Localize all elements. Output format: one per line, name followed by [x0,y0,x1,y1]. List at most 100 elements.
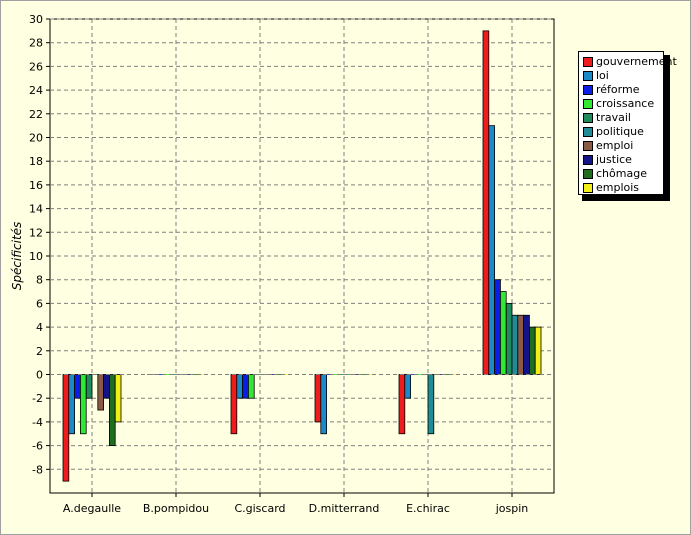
legend-item: travail [583,111,663,125]
bar [277,374,284,375]
bar [193,374,200,375]
y-tick-label: 24 [29,84,43,97]
y-tick-label: 6 [36,297,43,310]
bar [320,374,327,435]
bar [236,374,244,399]
y-tick-label: 16 [29,179,43,192]
bar [114,374,122,423]
y-tick-label: 4 [36,321,43,334]
bar [398,374,406,435]
bar [482,30,490,375]
legend-swatch [583,141,593,151]
x-tick-label: D.mitterrand [309,502,380,515]
bar [410,374,417,375]
y-tick-label: 0 [36,369,43,382]
legend: gouvernement loi réforme croissance travail p… [578,51,677,195]
x-tick-label: E.chirac [406,502,450,515]
bar [361,374,368,375]
legend-label: chômage [596,167,647,180]
legend-item: réforme [583,83,663,97]
x-tick-label: A.degaulle [63,502,121,515]
legend-item: chômage [583,167,663,181]
bar [326,374,333,375]
legend-swatch [583,71,593,81]
y-tick-label: -4 [32,416,43,429]
legend-item: politique [583,125,663,139]
legend-swatch [583,155,593,165]
bar [109,374,116,446]
bar [488,125,495,375]
bar [103,374,110,399]
legend-label: justice [596,153,632,166]
legend-label: emplois [596,181,640,194]
legend-item: croissance [583,97,663,111]
legend-item: justice [583,153,663,167]
y-axis-label: Spécificités [10,222,24,291]
bar [254,374,260,375]
bar [80,374,87,435]
y-tick-label: 14 [29,203,43,216]
bar [505,302,513,375]
bar [332,374,339,375]
bar [499,291,507,375]
bar [511,314,519,375]
bar [62,374,70,482]
bar [404,374,411,399]
bar [158,374,165,375]
y-tick-label: 22 [29,108,43,121]
legend-swatch [583,57,593,67]
legend-label: gouvernement [596,55,677,68]
y-tick-label: 8 [36,274,43,287]
bar [242,374,249,399]
bar [68,374,76,435]
y-tick-label: 12 [29,226,43,239]
bar [534,326,542,375]
bar [199,374,205,375]
bar [451,374,457,375]
legend-swatch [583,127,593,137]
legend-item: emploi [583,139,663,153]
bar [445,374,452,375]
y-tick-label: 20 [29,132,43,145]
legend-swatch [583,183,593,193]
legend-item: emplois [583,181,663,195]
bar [247,374,255,399]
bar [283,374,289,375]
bar [338,374,344,375]
y-tick-label: 2 [36,345,43,358]
x-tick-label: jospin [495,502,529,515]
bar [164,374,171,375]
y-tick-label: -6 [32,440,43,453]
legend-label: croissance [596,97,655,110]
bar [367,374,373,375]
legend-label: politique [596,125,644,138]
bar [427,374,435,435]
x-tick-label: B.pompidou [143,502,209,515]
legend-item: gouvernement [583,55,677,69]
legend-swatch [583,85,593,95]
bar [97,374,105,411]
y-tick-label: -2 [32,392,43,405]
x-tick-label: C.giscard [234,502,285,515]
y-tick-label: 18 [29,155,43,168]
legend-label: emploi [596,139,634,152]
y-tick-label: 28 [29,37,43,50]
y-tick-label: 10 [29,250,43,263]
bar [170,374,176,375]
bar [74,374,81,399]
bar [85,374,93,399]
y-tick-label: 30 [29,13,43,26]
bar [230,374,238,435]
bar [422,374,428,375]
bar [416,374,423,375]
legend-label: réforme [596,83,640,96]
legend-swatch [583,169,593,179]
legend-swatch [583,113,593,123]
bar [314,374,322,423]
bar [529,326,536,375]
bar [517,314,524,375]
legend-item: loi [583,69,663,83]
y-tick-label: 26 [29,60,43,73]
bar [494,279,501,375]
